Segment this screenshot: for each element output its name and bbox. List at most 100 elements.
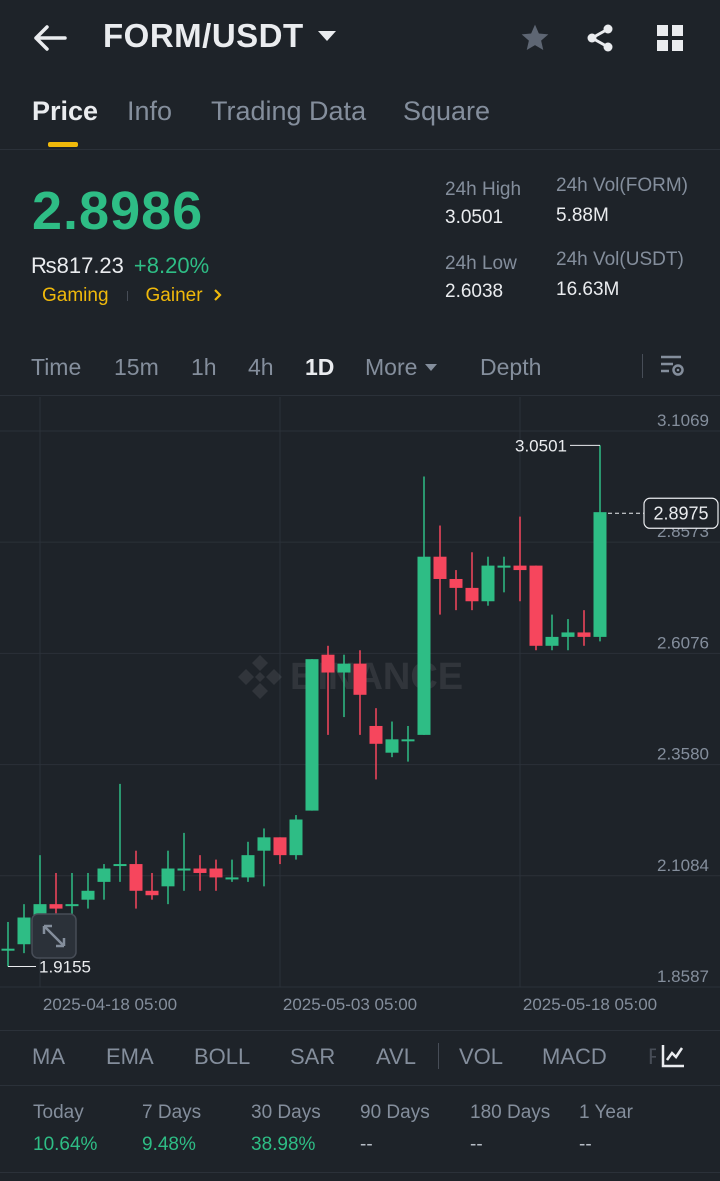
indicator-avl[interactable]: AVL xyxy=(376,1044,416,1069)
tag-gainer[interactable]: Gainer xyxy=(145,285,203,306)
candle-body xyxy=(257,837,271,851)
candle-body xyxy=(545,636,559,646)
candle-body xyxy=(529,565,543,646)
grid-icon[interactable] xyxy=(650,18,690,58)
perf-value-1y: -- xyxy=(579,1134,592,1155)
indicator-ema[interactable]: EMA xyxy=(106,1044,154,1069)
interval-4h[interactable]: 4h xyxy=(248,354,274,380)
perf-value-today: 10.64% xyxy=(33,1134,98,1155)
indicator-vol[interactable]: VOL xyxy=(459,1044,504,1069)
candle-body xyxy=(561,632,575,637)
candle-body xyxy=(273,837,287,856)
tab-square[interactable]: Square xyxy=(403,96,491,126)
candle-body xyxy=(209,868,223,878)
perf-label-7d: 7 Days xyxy=(142,1102,202,1123)
x-tick-label: 2025-04-18 05:00 xyxy=(43,995,177,1014)
tab-price[interactable]: Price xyxy=(32,96,99,126)
page-tabs: Price Info Trading Data Square xyxy=(0,80,720,150)
candle-body xyxy=(593,512,607,637)
indicator-sar[interactable]: SAR xyxy=(290,1044,336,1069)
indicator-boll[interactable]: BOLL xyxy=(194,1044,251,1069)
indicator-settings-icon[interactable] xyxy=(656,1039,690,1073)
current-price-tag xyxy=(643,497,719,529)
candle-body xyxy=(97,868,111,882)
candle-body xyxy=(65,904,79,907)
expand-chart-icon[interactable] xyxy=(31,913,77,959)
star-icon[interactable] xyxy=(515,18,555,58)
pair-selector[interactable]: FORM/USDT xyxy=(103,17,336,55)
y-tick-label: 2.3580 xyxy=(657,745,709,764)
candle-body xyxy=(81,890,95,900)
chart-settings-icon[interactable] xyxy=(656,350,688,382)
binance-watermark: BINANCE xyxy=(238,655,463,699)
interval-more-label: More xyxy=(365,354,418,380)
candle-body xyxy=(177,868,191,871)
perf-value-90d: -- xyxy=(360,1134,373,1155)
interval-1h[interactable]: 1h xyxy=(191,354,217,380)
perf-value-180d: -- xyxy=(470,1134,483,1155)
interval-time[interactable]: Time xyxy=(31,354,82,380)
high-marker-label: 3.0501 xyxy=(515,436,567,455)
perf-value-7d: 9.48% xyxy=(142,1134,196,1155)
candle-body xyxy=(305,659,319,811)
stat-vol-base-value: 5.88M xyxy=(556,205,609,226)
candle-body xyxy=(225,877,239,880)
performance-row: Today 10.64% 7 Days 9.48% 30 Days 38.98%… xyxy=(0,1090,720,1181)
interval-15m[interactable]: 15m xyxy=(114,354,159,380)
candle-body xyxy=(417,556,431,735)
interval-depth[interactable]: Depth xyxy=(480,354,542,380)
back-arrow-icon[interactable] xyxy=(30,18,70,58)
tag-divider xyxy=(126,291,128,301)
candle-body xyxy=(193,868,207,873)
candle-body xyxy=(129,864,143,891)
candle-body xyxy=(433,556,447,579)
candle-body xyxy=(401,739,415,742)
active-tab-indicator xyxy=(48,142,78,147)
x-tick-label: 2025-05-03 05:00 xyxy=(283,995,417,1014)
indicator-bar: MA EMA BOLL SAR AVL VOL MACD R xyxy=(0,1030,720,1086)
stat-vol-quote-label: 24h Vol(USDT) xyxy=(556,249,684,270)
indicator-ma[interactable]: MA xyxy=(32,1044,65,1069)
stat-high-value: 3.0501 xyxy=(445,207,504,228)
price-subline: ₨817.23 +8.20% xyxy=(31,253,209,279)
stat-low-label: 24h Low xyxy=(445,253,517,274)
share-icon[interactable] xyxy=(580,18,620,58)
candle-body xyxy=(577,632,591,637)
tag-row[interactable]: Gaming Gainer xyxy=(42,285,223,307)
indicator-macd[interactable]: MACD xyxy=(542,1044,607,1069)
x-tick-label: 2025-05-18 05:00 xyxy=(523,995,657,1014)
candle-body xyxy=(353,663,367,695)
chevron-right-icon[interactable] xyxy=(213,286,223,307)
change-percent: +8.20% xyxy=(133,253,210,278)
candle-body xyxy=(481,565,495,602)
tag-gaming[interactable]: Gaming xyxy=(42,285,109,306)
tab-trading-data[interactable]: Trading Data xyxy=(211,96,367,126)
stat-low-value: 2.6038 xyxy=(445,281,504,302)
candle-body xyxy=(145,890,159,896)
candle-body xyxy=(289,819,303,856)
interval-more[interactable]: More xyxy=(365,354,438,381)
caret-down-icon xyxy=(317,31,336,41)
candle-body xyxy=(241,855,255,878)
candle-body xyxy=(449,578,463,588)
candle-body xyxy=(161,868,175,887)
price-markers: 3.0501 1.9155 2.8975 xyxy=(8,436,719,977)
interval-divider xyxy=(642,354,643,378)
top-bar: FORM/USDT xyxy=(0,0,720,78)
current-price-label: 2.8975 xyxy=(653,503,708,523)
candle-body xyxy=(321,654,335,673)
perf-label-90d: 90 Days xyxy=(360,1102,430,1123)
interval-1d[interactable]: 1D xyxy=(305,354,335,380)
tab-info[interactable]: Info xyxy=(127,96,173,126)
price-chart[interactable]: BINANCE 3.10692.85732.60762.35802.10841.… xyxy=(0,397,720,1027)
candle-body xyxy=(17,917,31,945)
interval-bar: Time 15m 1h 4h 1D More Depth xyxy=(0,340,720,396)
caret-down-icon xyxy=(425,364,438,371)
candle-body xyxy=(337,663,351,673)
indicator-divider xyxy=(438,1043,439,1069)
x-axis: 2025-04-18 05:00 2025-05-03 05:00 2025-05-… xyxy=(43,995,657,1014)
fiat-price: ₨817.23 xyxy=(31,253,124,278)
perf-value-30d: 38.98% xyxy=(251,1134,316,1155)
candle-body xyxy=(385,739,399,753)
